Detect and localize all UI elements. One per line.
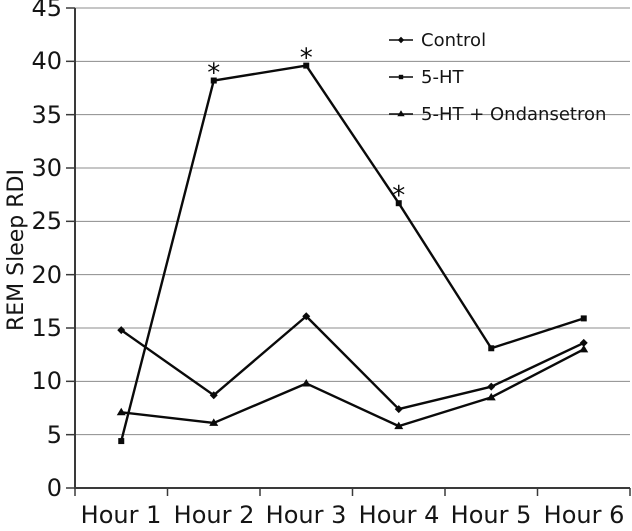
data-point-marker [579, 338, 588, 347]
data-point-marker [209, 418, 219, 426]
y-tick-label: 15 [31, 314, 62, 342]
data-point-marker [394, 405, 403, 414]
data-point-marker [301, 378, 311, 387]
x-category-label: Hour 3 [265, 501, 347, 529]
x-category-label: Hour 4 [358, 501, 440, 529]
y-tick-label: 25 [31, 207, 62, 235]
data-point-marker [488, 345, 495, 352]
significance-asterisk: * [300, 44, 313, 74]
series-control [117, 312, 588, 414]
y-tick-label: 0 [46, 474, 62, 502]
data-point-marker [209, 391, 218, 400]
y-tick-label: 30 [31, 154, 62, 182]
data-point-marker [210, 77, 217, 84]
data-point-marker [118, 438, 125, 445]
data-point-marker [117, 326, 126, 335]
data-point-marker [394, 421, 404, 430]
y-tick-label: 5 [46, 421, 62, 449]
y-tick-label: 10 [31, 367, 62, 395]
data-point-marker [486, 392, 496, 401]
y-tick-label: 35 [31, 101, 62, 129]
legend-marker-shape [397, 110, 405, 117]
legend-marker-triangle-icon [389, 110, 413, 117]
x-category-label: Hour 2 [173, 501, 255, 529]
significance-asterisk: * [392, 181, 405, 211]
y-tick-label: 45 [31, 0, 62, 22]
legend-marker-shape [397, 36, 405, 44]
series-5-ht-ondansetron [116, 344, 589, 430]
x-category-label: Hour 6 [543, 501, 625, 529]
data-point-marker [303, 62, 310, 69]
y-tick-label: 20 [31, 261, 62, 289]
legend-label: 5-HT + Ondansetron [421, 103, 607, 125]
x-category-label: Hour 1 [80, 501, 162, 529]
legend-label: Control [421, 29, 487, 51]
legend: Control 5-HT 5-HT + Ondansetron [388, 29, 606, 125]
legend-entry-5ht: 5-HT [388, 66, 606, 88]
data-point-marker [302, 312, 311, 321]
data-point-marker [116, 407, 126, 416]
series-line-control [120, 315, 585, 411]
legend-marker-diamond-icon [389, 36, 413, 44]
x-category-label: Hour 5 [450, 501, 532, 529]
significance-asterisk: * [207, 59, 220, 89]
data-point-marker [579, 344, 589, 353]
series-line-5-ht [120, 64, 585, 442]
legend-marker-shape [398, 74, 404, 80]
data-point-marker [487, 382, 496, 391]
data-point-marker [580, 315, 587, 322]
y-tick-label: 40 [31, 47, 62, 75]
legend-entry-control: Control [388, 29, 606, 51]
series-line-5-ht-ondansetron [121, 348, 585, 428]
legend-entry-5ht-ondansetron: 5-HT + Ondansetron [388, 103, 606, 125]
legend-label: 5-HT [421, 66, 464, 88]
data-point-marker [395, 200, 402, 207]
series-5-ht: * * * [118, 44, 587, 445]
legend-marker-square-icon [389, 74, 413, 80]
